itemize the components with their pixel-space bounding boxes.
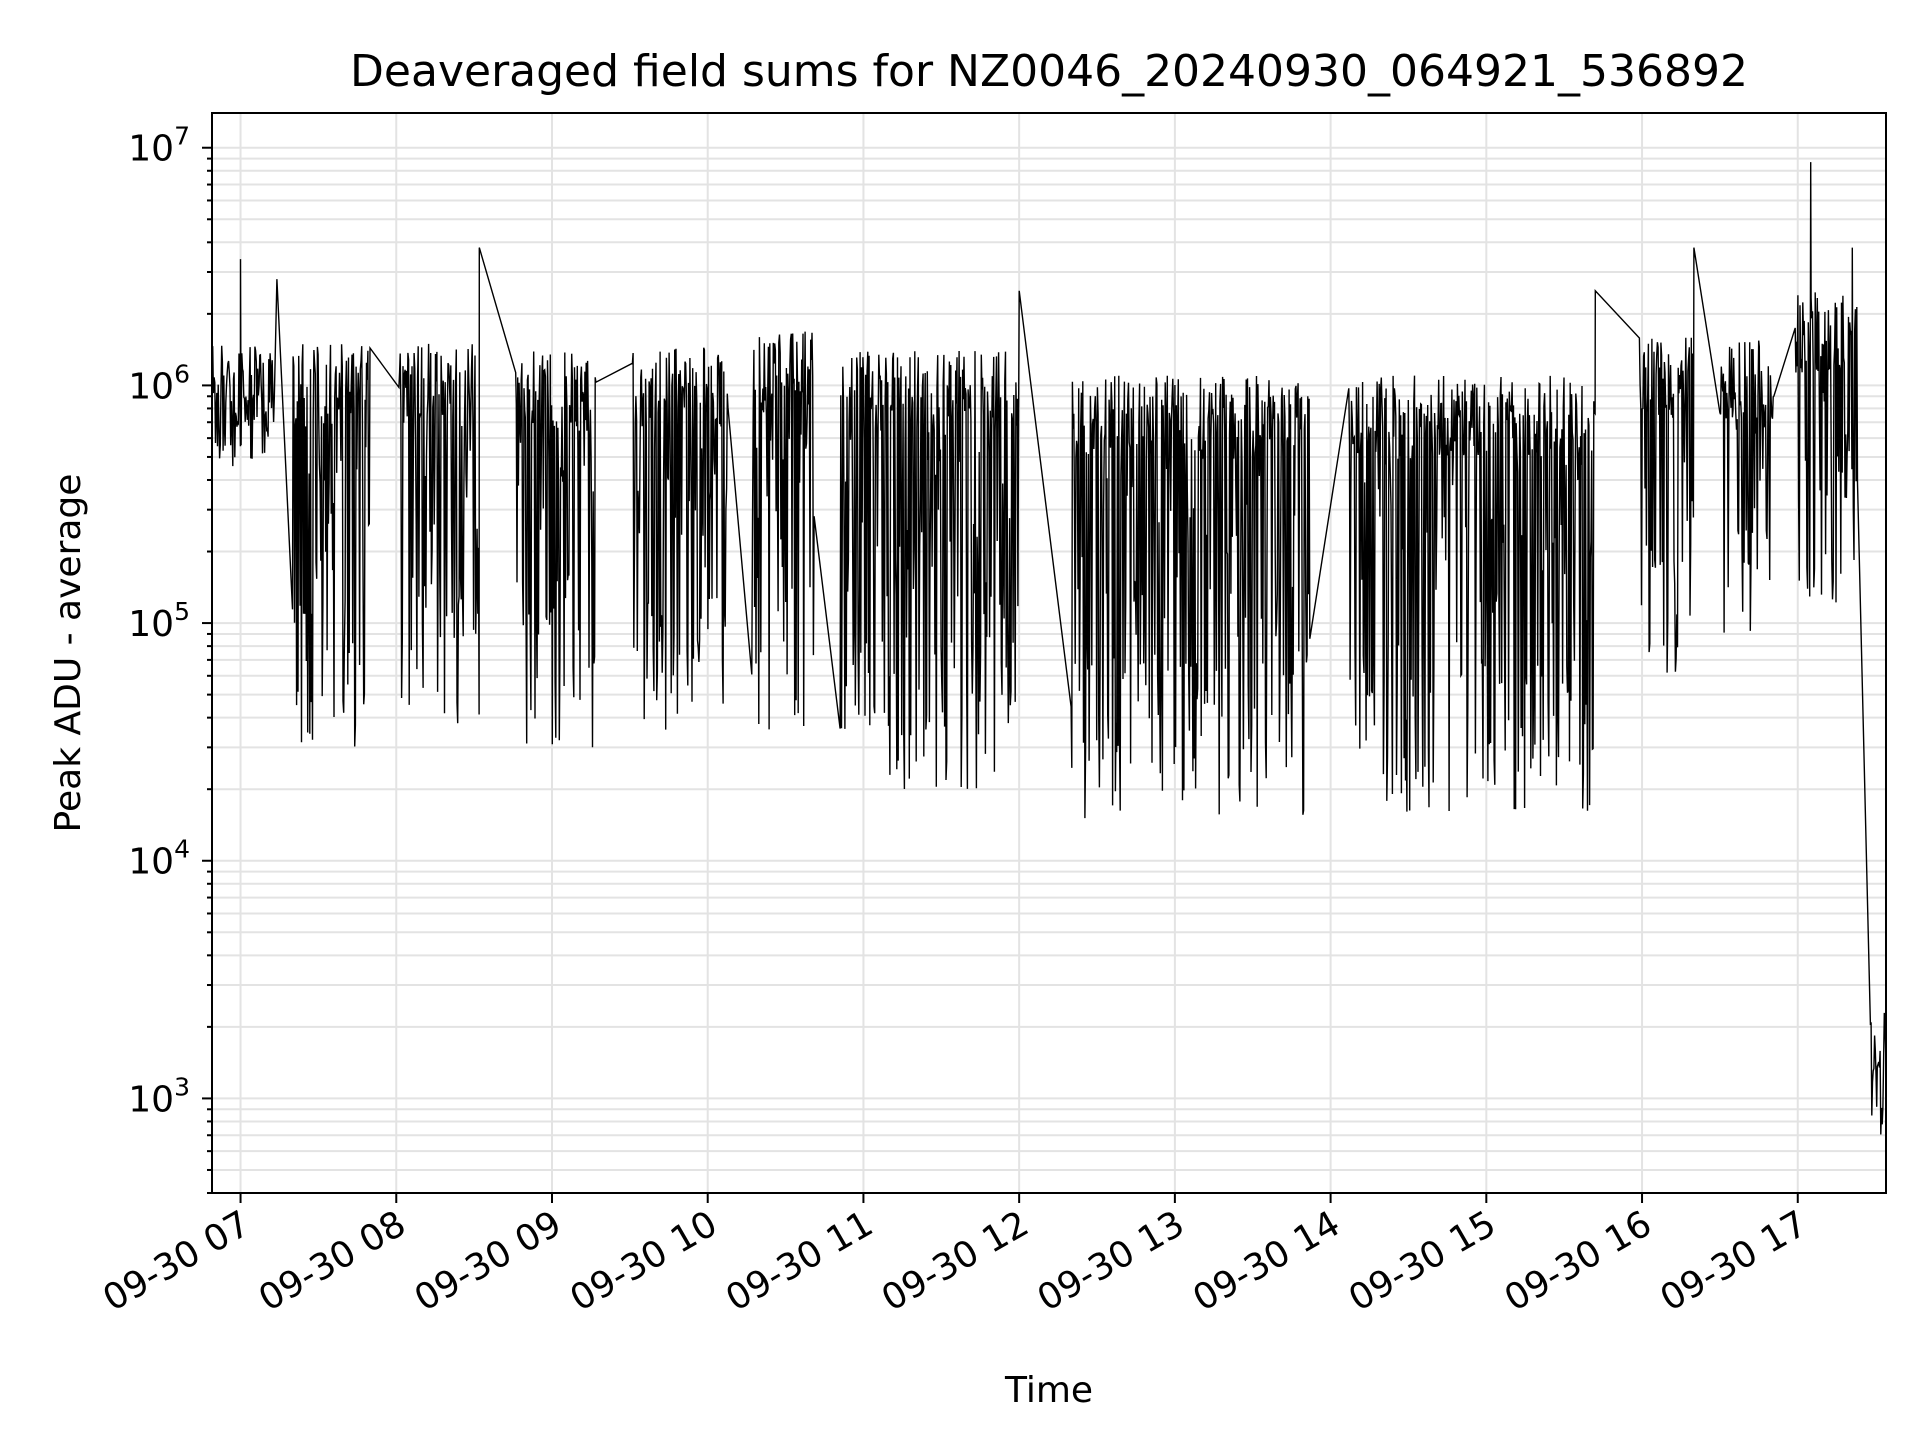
y-tick-base: 10 [128, 604, 174, 645]
y-axis-label: Peak ADU - average [48, 474, 89, 833]
y-tick-label: 106 [128, 359, 190, 407]
y-tick-exponent: 4 [174, 835, 190, 864]
y-tick-exponent: 3 [174, 1072, 190, 1101]
y-tick-label: 104 [128, 835, 190, 883]
y-tick-base: 10 [128, 129, 174, 170]
grid [212, 113, 1886, 1194]
chart-title: Deaveraged field sums for NZ0046_2024093… [350, 46, 1748, 97]
y-tick-base: 10 [128, 842, 174, 883]
y-tick-label: 103 [128, 1072, 190, 1120]
y-tick-base: 10 [128, 1079, 174, 1120]
series-line [212, 162, 1886, 1135]
y-tick-label: 105 [128, 597, 190, 645]
y-tick-base: 10 [128, 366, 174, 407]
y-tick-label: 107 [128, 122, 190, 170]
data-series [212, 162, 1886, 1135]
x-axis-label: Time [1004, 1370, 1093, 1411]
y-tick-exponent: 7 [174, 122, 190, 151]
y-tick-exponent: 6 [174, 359, 190, 388]
y-tick-exponent: 5 [174, 597, 190, 626]
plot-frame [211, 112, 1887, 1194]
